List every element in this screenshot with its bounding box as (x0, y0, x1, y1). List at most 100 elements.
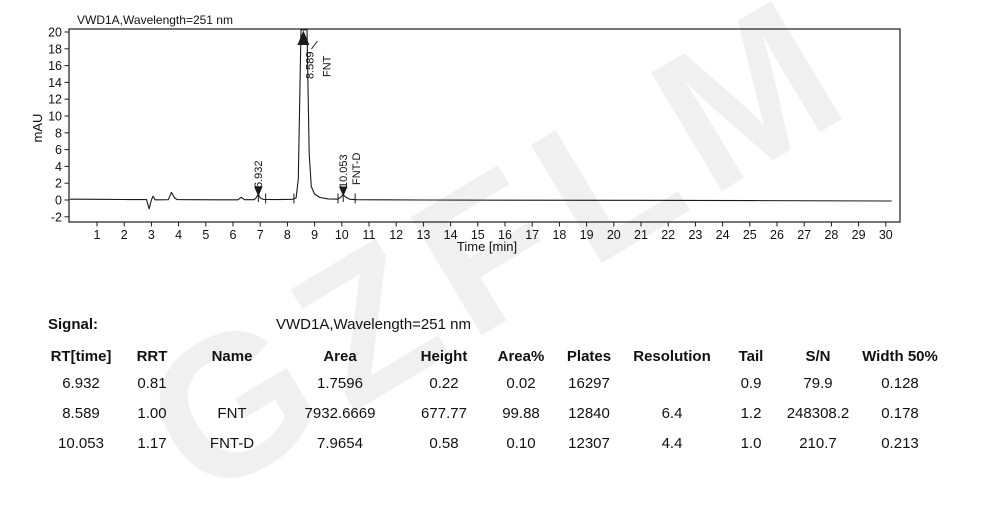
y-tick-label: 8 (55, 126, 62, 140)
table-cell: 0.81 (137, 374, 167, 392)
x-tick-label: 20 (607, 228, 621, 242)
table-cell: 1.0 (740, 434, 762, 452)
table-cell: FNT (217, 404, 247, 422)
col-header-s-n: S/N (805, 347, 831, 365)
x-tick-label: 9 (311, 228, 318, 242)
peak-name-label: FNT (321, 55, 333, 77)
signal-trace (69, 29, 892, 210)
y-tick-label: -2 (51, 210, 62, 224)
x-tick-label: 15 (471, 228, 485, 242)
peak-apex-marker (297, 30, 310, 45)
table-cell: 0.213 (881, 434, 919, 452)
y-tick-label: 16 (48, 59, 62, 73)
col-header-resolution: Resolution (633, 347, 711, 365)
x-tick-label: 27 (797, 228, 811, 242)
signal-value: VWD1A,Wavelength=251 nm (276, 316, 471, 333)
table-row: 8.589 1.00 FNT 7932.6669 677.77 99.88 12840 6.4… (42, 398, 946, 428)
x-tick-label: 30 (879, 228, 893, 242)
table-cell: 4.4 (661, 434, 683, 452)
x-tick-label: 6 (230, 228, 237, 242)
table-cell: 0.10 (506, 434, 536, 452)
x-tick-label: 19 (580, 228, 594, 242)
x-tick-label: 22 (661, 228, 675, 242)
plot-frame (68, 28, 901, 223)
table-cell: 16297 (568, 374, 610, 392)
chromatogram-plot: VWD1A,Wavelength=251 nm mAU Time [min] -… (30, 13, 901, 254)
y-tick-label: 20 (48, 26, 62, 40)
table-cell: 6.932 (62, 374, 100, 392)
x-tick-label: 10 (335, 228, 349, 242)
y-axis-label: mAU (30, 114, 45, 143)
x-tick-label: 5 (202, 228, 209, 242)
x-tick-label: 1 (94, 228, 101, 242)
table-cell: 0.22 (429, 374, 459, 392)
peak-arrow-marker (254, 186, 263, 197)
table-cell: 1.2 (740, 404, 762, 422)
col-header-height: Height (420, 347, 468, 365)
y-tick-label: 18 (48, 42, 62, 56)
x-tick-label: 14 (444, 228, 458, 242)
x-tick-label: 12 (389, 228, 403, 242)
x-tick-label: 8 (284, 228, 291, 242)
col-header-name: Name (211, 347, 253, 365)
table-cell: 677.77 (421, 404, 467, 422)
y-tick-label: 10 (48, 110, 62, 124)
table-cell: 0.58 (429, 434, 459, 452)
table-cell: 99.88 (502, 404, 540, 422)
chart-title: VWD1A,Wavelength=251 nm (77, 13, 233, 27)
peak-name-label: FNT-D (351, 153, 363, 185)
x-tick-label: 23 (688, 228, 702, 242)
table-cell (184, 368, 280, 398)
table-cell: 6.4 (661, 404, 683, 422)
peak-results-table: RT[time] RRT Name Area Height Area% Plates Reso… (42, 344, 946, 458)
table-cell: 10.053 (58, 434, 104, 452)
x-tick-label: 24 (716, 228, 730, 242)
table-cell: 0.128 (881, 374, 919, 392)
table-cell: 1.17 (137, 434, 167, 452)
y-tick-label: 0 (55, 194, 62, 208)
peak-rt-label: 10.053 (338, 154, 350, 188)
table-cell: 7932.6669 (304, 404, 376, 422)
table-cell: 12307 (568, 434, 610, 452)
peak-rt-label: 8.589 (304, 51, 316, 79)
table-cell: 7.9654 (317, 434, 363, 452)
table-cell: 12840 (568, 404, 610, 422)
col-header-width-50-: Width 50% (862, 347, 938, 365)
peak-rt-label: 6.932 (253, 160, 265, 188)
table-cell: 210.7 (799, 434, 837, 452)
table-cell: 0.9 (740, 374, 762, 392)
peak-arrow-marker (338, 186, 348, 197)
table-cell (624, 368, 720, 398)
x-tick-label: 26 (770, 228, 784, 242)
col-header-area-: Area% (497, 347, 545, 365)
table-cell: 8.589 (62, 404, 100, 422)
signal-label: Signal: (48, 316, 99, 333)
x-tick-label: 21 (634, 228, 648, 242)
table-cell: 0.02 (506, 374, 536, 392)
x-tick-label: 17 (525, 228, 539, 242)
x-tick-label: 11 (363, 228, 376, 242)
x-tick-label: 18 (552, 228, 566, 242)
table-cell: FNT-D (209, 434, 255, 452)
table-row: 10.053 1.17 FNT-D 7.9654 0.58 0.10 12307 4.4 1.0… (42, 428, 946, 458)
col-header-area: Area (323, 347, 357, 365)
table-header-row: RT[time] RRT Name Area Height Area% Plates Reso… (42, 344, 946, 368)
table-cell: 1.7596 (317, 374, 363, 392)
y-tick-label: 6 (55, 143, 62, 157)
table-cell: 1.00 (137, 404, 167, 422)
x-tick-label: 25 (743, 228, 757, 242)
y-tick-label: 4 (55, 160, 62, 174)
x-tick-label: 16 (498, 228, 512, 242)
x-tick-label: 2 (121, 228, 128, 242)
x-tick-label: 13 (416, 228, 430, 242)
y-tick-label: 12 (48, 93, 62, 107)
col-header-plates: Plates (566, 347, 612, 365)
table-row: 6.932 0.81 1.7596 0.22 0.02 16297 0.9 79.9 0.128 (42, 368, 946, 398)
x-tick-label: 4 (175, 228, 182, 242)
table-cell: 0.178 (881, 404, 919, 422)
x-axis-label: Time [min] (457, 239, 517, 254)
signal-row: Signal: VWD1A,Wavelength=251 nm (0, 316, 982, 336)
y-tick-label: 2 (55, 177, 62, 191)
